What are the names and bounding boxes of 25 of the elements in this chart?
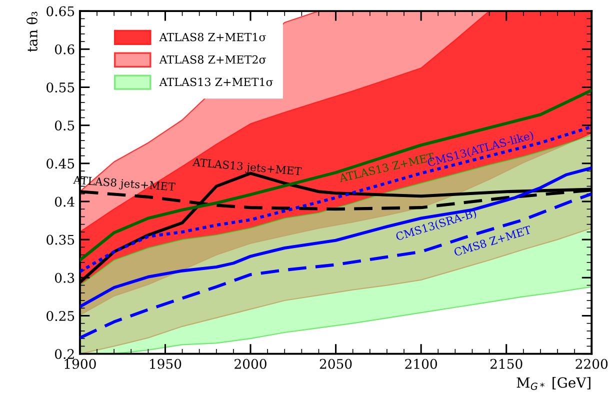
y-tick-label: 0.35 xyxy=(46,234,74,245)
y-axis-title: tan θ₃ xyxy=(26,12,38,52)
x-tick-label: 2150 xyxy=(490,358,522,369)
y-tick-label: 0.4 xyxy=(54,196,74,207)
x-tick-label: 2050 xyxy=(320,358,352,369)
y-tick-label: 0.5 xyxy=(54,120,74,131)
legend-label: ATLAS8 Z+MET2σ xyxy=(159,55,266,64)
legend-label: ATLAS8 Z+MET1σ xyxy=(159,32,266,42)
y-tick-label: 0.25 xyxy=(46,310,74,321)
y-tick-label: 0.3 xyxy=(54,272,74,283)
x-tick-label: 2200 xyxy=(576,358,608,369)
y-tick-label: 0.55 xyxy=(46,82,74,92)
x-tick-label: 1900 xyxy=(64,358,96,369)
y-tick-label: 0.45 xyxy=(46,158,74,169)
line-series xyxy=(80,192,592,340)
series-label: ATLAS8 jets+MET xyxy=(72,176,176,194)
y-tick-label: 0.2 xyxy=(54,349,74,360)
x-axis-title: M$_{G*}$ [GeV] xyxy=(516,377,590,390)
legend-label: ATLAS13 Z+MET1σ xyxy=(159,78,274,86)
x-tick-label: 2100 xyxy=(405,358,437,369)
y-tick-label: 0.65 xyxy=(46,6,74,16)
x-tick-label: 1950 xyxy=(150,358,182,369)
series-label: ATLAS13 jets+MET xyxy=(192,158,302,178)
y-tick-label: 0.6 xyxy=(54,44,74,54)
x-tick-label: 2000 xyxy=(234,358,266,369)
